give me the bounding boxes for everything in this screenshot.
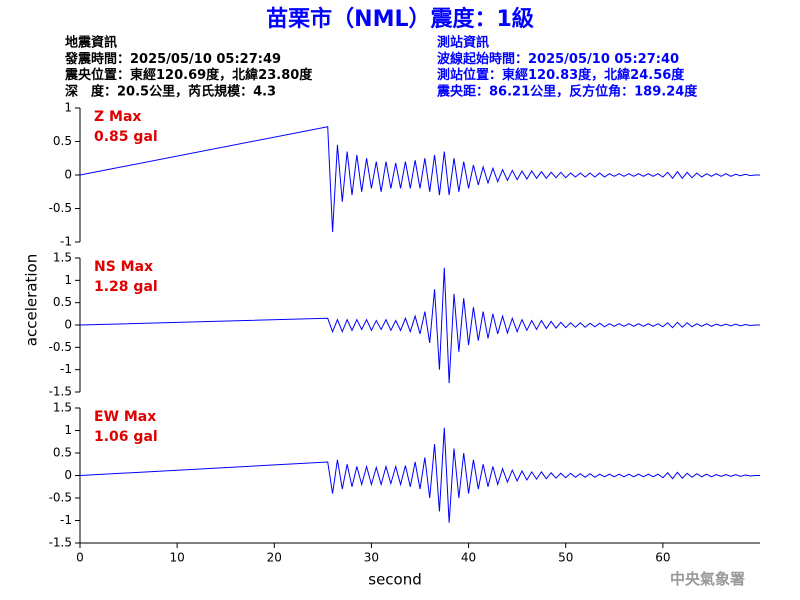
y-tick-label: -1.5 <box>49 385 72 399</box>
y-tick-label: -1 <box>60 362 72 376</box>
y-tick-label: -0.5 <box>49 201 72 215</box>
y-tick-label: -1.5 <box>49 536 72 550</box>
info-right: 測站資訊 <box>437 35 489 51</box>
chart-title: 苗栗市（NML）震度：1級 <box>266 6 534 32</box>
y-tick-label: -0.5 <box>49 340 72 354</box>
y-tick-label: 1.5 <box>53 251 72 265</box>
x-tick-label: 10 <box>170 551 185 565</box>
waveform <box>79 126 760 232</box>
waveform <box>79 267 760 384</box>
x-tick-label: 20 <box>267 551 282 565</box>
y-tick-label: 0.5 <box>53 134 72 148</box>
info-left: 震央位置：東經120.69度，北緯23.80度 <box>64 67 313 83</box>
info-right: 震央距：86.21公里，反方位角：189.24度 <box>436 83 698 99</box>
panel-max: 1.28 gal <box>94 279 158 295</box>
x-tick-label: 30 <box>364 551 379 565</box>
y-tick-label: 0.5 <box>53 446 72 460</box>
info-left: 地震資訊 <box>65 35 117 51</box>
y-tick-label: 1 <box>64 101 72 115</box>
panel-max: 0.85 gal <box>94 129 158 145</box>
y-axis-label: acceleration <box>23 254 41 346</box>
panel-label: Z Max <box>94 109 141 125</box>
panel-label: NS Max <box>94 259 153 275</box>
y-tick-label: 0 <box>64 318 72 332</box>
y-tick-label: 0.5 <box>53 295 72 309</box>
y-tick-label: 0 <box>64 168 72 182</box>
info-left: 發震時間：2025/05/10 05:27:49 <box>64 51 281 67</box>
y-tick-label: -1 <box>60 513 72 527</box>
panel-label: EW Max <box>94 409 156 425</box>
y-tick-label: 1 <box>64 423 72 437</box>
info-right: 波線起始時間：2025/05/10 05:27:40 <box>437 51 679 67</box>
info-left: 深 度：20.5公里，芮氏規模：4.3 <box>65 83 276 99</box>
y-tick-label: 1 <box>64 273 72 287</box>
x-tick-label: 60 <box>655 551 670 565</box>
y-tick-label: 0 <box>64 468 72 482</box>
info-right: 測站位置：東經120.83度，北緯24.56度 <box>437 67 685 83</box>
y-tick-label: -1 <box>60 235 72 249</box>
panel-max: 1.06 gal <box>94 429 158 445</box>
x-axis-label: second <box>368 571 422 589</box>
x-tick-label: 40 <box>461 551 476 565</box>
waveform <box>79 427 760 523</box>
watermark: 中央氣象署 <box>670 570 745 588</box>
x-tick-label: 0 <box>76 551 84 565</box>
y-tick-label: 1.5 <box>53 401 72 415</box>
y-tick-label: -0.5 <box>49 491 72 505</box>
x-tick-label: 50 <box>558 551 573 565</box>
